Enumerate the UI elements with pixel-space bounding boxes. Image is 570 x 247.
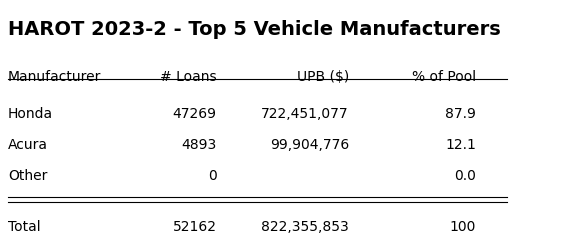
Text: Manufacturer: Manufacturer xyxy=(8,70,101,84)
Text: 0.0: 0.0 xyxy=(454,169,476,183)
Text: 0: 0 xyxy=(208,169,217,183)
Text: 12.1: 12.1 xyxy=(445,138,476,152)
Text: 722,451,077: 722,451,077 xyxy=(261,107,349,121)
Text: UPB ($): UPB ($) xyxy=(296,70,349,84)
Text: HAROT 2023-2 - Top 5 Vehicle Manufacturers: HAROT 2023-2 - Top 5 Vehicle Manufacture… xyxy=(8,20,500,39)
Text: 822,355,853: 822,355,853 xyxy=(261,220,349,234)
Text: 4893: 4893 xyxy=(181,138,217,152)
Text: Acura: Acura xyxy=(8,138,48,152)
Text: 99,904,776: 99,904,776 xyxy=(270,138,349,152)
Text: 87.9: 87.9 xyxy=(445,107,476,121)
Text: # Loans: # Loans xyxy=(160,70,217,84)
Text: % of Pool: % of Pool xyxy=(412,70,476,84)
Text: 100: 100 xyxy=(450,220,476,234)
Text: Other: Other xyxy=(8,169,47,183)
Text: Honda: Honda xyxy=(8,107,53,121)
Text: 52162: 52162 xyxy=(173,220,217,234)
Text: 47269: 47269 xyxy=(173,107,217,121)
Text: Total: Total xyxy=(8,220,40,234)
